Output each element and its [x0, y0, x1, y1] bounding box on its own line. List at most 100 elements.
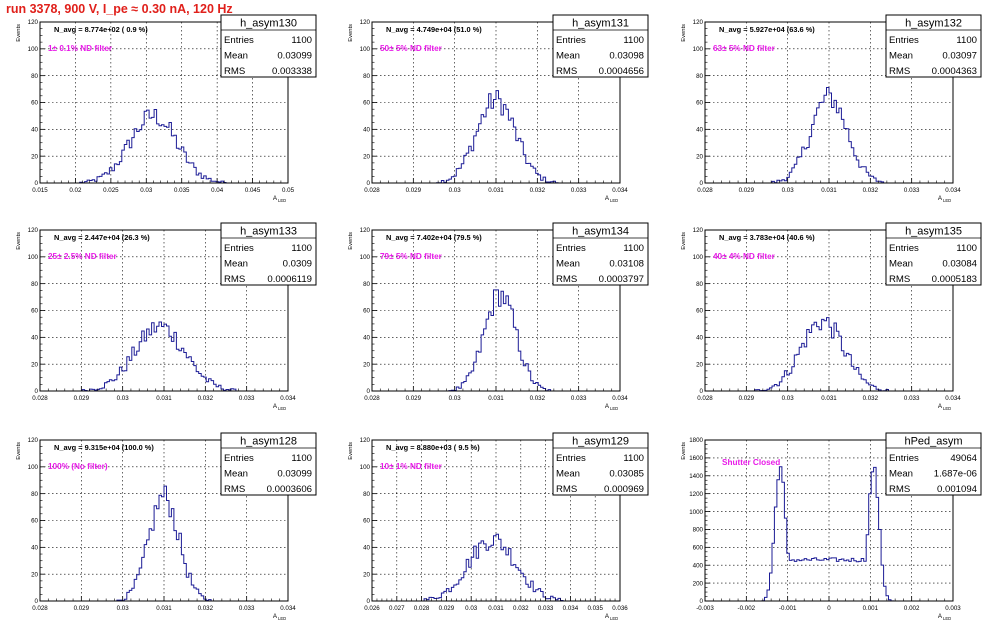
stats-label-entries: Entries: [889, 453, 919, 464]
stats-value-entries: 1100: [623, 35, 644, 46]
x-axis-title: A: [273, 195, 278, 202]
stats-label-mean: Mean: [556, 469, 580, 480]
stats-value-entries: 1100: [623, 453, 644, 464]
stats-value-rms: 0.003338: [272, 66, 312, 77]
histogram-line: [372, 533, 620, 602]
x-tick-label: 0.033: [538, 605, 554, 612]
stats-box: h_asym130 Entries 1100 Mean 0.03099 RMS 0.0033…: [220, 14, 317, 78]
stats-label-entries: Entries: [224, 243, 254, 254]
panel-h_asym129: 0.026 0.027 0.028 0.029 0.03 0.031 0.032 0.033 0…: [348, 432, 649, 621]
x-tick-label: 0.029: [406, 395, 422, 402]
y-tick-label: 1200: [689, 491, 703, 498]
x-tick-label: 0.045: [245, 187, 261, 194]
stats-label-entries: Entries: [556, 243, 586, 254]
x-tick-label: 0.03: [782, 187, 795, 194]
x-tick-label: 0.032: [530, 187, 546, 194]
x-tick-label: 0.03: [117, 395, 130, 402]
y-tick-label: 60: [696, 308, 703, 315]
stats-label-rms: RMS: [556, 66, 577, 77]
x-tick-label: -0.003: [696, 605, 714, 612]
navg-label: N_avg = 7.402e+04 (79.5 %): [386, 233, 482, 242]
x-tick-label: 0.034: [280, 395, 296, 402]
page-title: run 3378, 900 V, I_pe ≈ 0.30 nA, 120 Hz: [6, 2, 233, 16]
x-axis-subscript: LED: [278, 406, 286, 411]
x-axis-title: A: [273, 613, 278, 620]
x-tick-label: 0.05: [282, 187, 295, 194]
stats-box: h_asym129 Entries 1100 Mean 0.03085 RMS 0.0009…: [552, 432, 649, 496]
x-axis-subscript: LED: [943, 198, 951, 203]
histogram-name: h_asym128: [240, 436, 297, 448]
histogram-name: h_asym131: [572, 18, 629, 30]
stats-label-rms: RMS: [889, 484, 910, 495]
y-tick-label: 120: [360, 437, 371, 444]
stats-value-entries: 49064: [950, 453, 977, 464]
x-axis-subscript: LED: [278, 616, 286, 621]
stats-label-mean: Mean: [224, 259, 248, 270]
x-tick-label: 0.034: [612, 187, 628, 194]
stats-label-entries: Entries: [556, 453, 586, 464]
stats-box-frame: [220, 222, 317, 286]
stats-label-mean: Mean: [556, 51, 580, 62]
y-tick-label: 80: [31, 491, 38, 498]
y-tick-label: 0: [35, 180, 39, 187]
panel-h_asym134: 0.028 0.029 0.03 0.031 0.032 0.033 0.034 0 20 40 6…: [348, 222, 649, 411]
y-tick-label: 1600: [689, 455, 703, 462]
stats-value-mean: 0.03098: [609, 51, 644, 62]
histogram-name: h_asym135: [905, 226, 962, 238]
histogram-line: [40, 109, 288, 184]
stats-label-entries: Entries: [224, 453, 254, 464]
stats-label-mean: Mean: [224, 469, 248, 480]
stats-box: h_asym132 Entries 1100 Mean 0.03097 RMS 0.0004…: [885, 14, 982, 78]
x-tick-label: 0.03: [449, 187, 462, 194]
stats-box-frame: [220, 432, 317, 496]
stats-label-entries: Entries: [556, 35, 586, 46]
y-axis-title: Events: [16, 24, 22, 42]
stats-label-entries: Entries: [224, 35, 254, 46]
panel-h_asym131: 0.028 0.029 0.03 0.031 0.032 0.033 0.034 0 20 40 6…: [348, 14, 649, 203]
x-tick-label: 0.029: [439, 605, 455, 612]
stats-value-rms: 0.0004363: [932, 66, 977, 77]
x-tick-label: 0.035: [587, 605, 603, 612]
stats-value-entries: 1100: [291, 35, 312, 46]
stats-box: hPed_asym Entries 49064 Mean 1.687e-06 RMS 0.0…: [885, 432, 982, 496]
y-tick-label: 120: [360, 227, 371, 234]
y-axis-title: Events: [348, 442, 354, 460]
stats-label-rms: RMS: [224, 274, 245, 285]
y-axis-title: Events: [681, 24, 687, 42]
y-tick-label: 120: [693, 227, 704, 234]
x-tick-label: 0.028: [364, 187, 380, 194]
x-tick-label: 0.028: [414, 605, 430, 612]
x-tick-label: 0.029: [739, 187, 755, 194]
y-tick-label: 80: [363, 491, 370, 498]
y-tick-label: 40: [363, 335, 370, 342]
stats-value-entries: 1100: [956, 35, 977, 46]
histogram-name: h_asym129: [572, 436, 629, 448]
x-axis-subscript: LED: [943, 406, 951, 411]
stats-label-mean: Mean: [556, 259, 580, 270]
x-tick-label: 0.033: [239, 605, 255, 612]
y-tick-label: 40: [363, 127, 370, 134]
stats-label-rms: RMS: [889, 66, 910, 77]
panel-h_asym130: 0.015 0.02 0.025 0.03 0.035 0.04 0.045 0.05 0 20 4…: [16, 14, 317, 203]
x-axis-title: A: [605, 195, 610, 202]
y-tick-label: 1000: [689, 509, 703, 516]
x-axis-subscript: LED: [610, 198, 618, 203]
stats-value-entries: 1100: [623, 243, 644, 254]
navg-label: N_avg = 8.774e+02 ( 0.9 %): [54, 25, 148, 34]
x-tick-label: 0.029: [74, 395, 90, 402]
x-tick-label: 0.034: [945, 187, 961, 194]
y-tick-label: 20: [363, 571, 370, 578]
panel-h_asym135: 0.028 0.029 0.03 0.031 0.032 0.033 0.034 0 20 40 6…: [681, 222, 982, 411]
stats-value-rms: 0.000969: [604, 484, 644, 495]
x-tick-label: 0.035: [174, 187, 190, 194]
y-tick-label: 60: [31, 100, 38, 107]
y-tick-label: 100: [360, 46, 371, 53]
x-tick-label: 0.032: [863, 395, 879, 402]
y-tick-label: 40: [696, 335, 703, 342]
y-tick-label: 60: [31, 308, 38, 315]
y-tick-label: 80: [696, 281, 703, 288]
stats-label-mean: Mean: [889, 259, 913, 270]
y-tick-label: 100: [28, 254, 39, 261]
x-axis-title: A: [605, 613, 610, 620]
